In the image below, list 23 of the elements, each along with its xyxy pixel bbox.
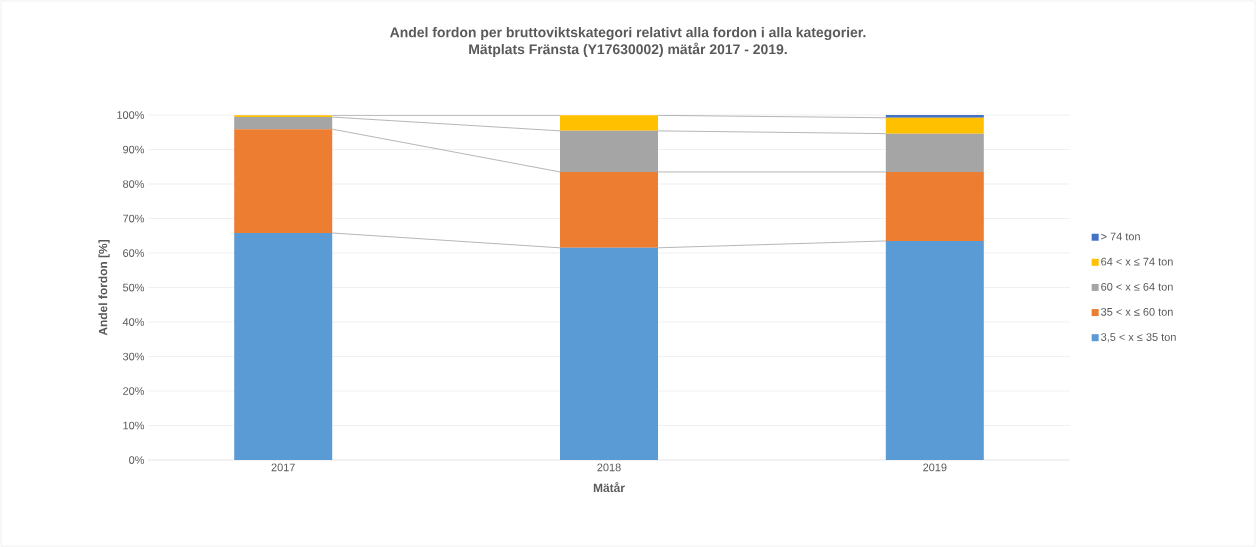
legend-label: 60 < x ≤ 64 ton (1101, 282, 1173, 291)
y-axis-title: Andel fordon [%] (98, 240, 110, 336)
legend-label: > 74 ton (1101, 232, 1140, 241)
chart-title: Andel fordon per bruttoviktskategori relativt alla fordon i alla kategorier. (390, 27, 866, 41)
x-axis-title: Mätår (593, 482, 625, 493)
y-tick-label: 0% (129, 456, 145, 464)
y-tick-label: 90% (123, 145, 145, 154)
x-tick-label: 2019 (923, 463, 947, 472)
y-tick-label: 60% (123, 249, 145, 257)
y-tick-label: 100% (117, 111, 145, 119)
x-tick-label: 2017 (271, 463, 295, 472)
x-tick-label: 2018 (597, 463, 621, 472)
y-tick-label: 10% (123, 421, 145, 430)
y-tick-label: 20% (123, 387, 145, 395)
y-tick-label: 50% (122, 283, 145, 292)
y-tick-label: 30% (122, 352, 145, 361)
chart-subtitle: Mätplats Fränsta (Y17630002) mätår 2017 - 2019. (469, 42, 787, 57)
y-tick-label: 70% (123, 214, 145, 223)
legend-label: 3,5 < x ≤ 35 ton (1101, 333, 1176, 343)
y-tick-label: 80% (123, 180, 145, 188)
legend-label: 35 < x ≤ 60 ton (1101, 308, 1173, 316)
legend-label: 64 < x ≤ 74 ton (1101, 257, 1173, 266)
y-tick-label: 40% (122, 318, 145, 326)
